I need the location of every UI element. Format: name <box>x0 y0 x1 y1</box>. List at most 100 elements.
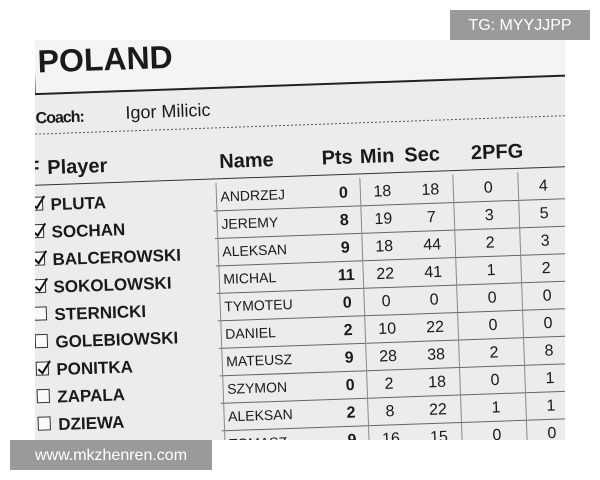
check-mark <box>37 360 51 375</box>
stat-cell: 18 <box>375 238 393 256</box>
first-name: JEREMY <box>221 214 279 232</box>
stat-cell: 7 <box>427 209 437 226</box>
stat-cell: 15 <box>430 429 448 447</box>
first-name: MICHAL <box>223 269 277 287</box>
stat-cell: 0 <box>487 289 497 306</box>
column-rule <box>359 177 371 440</box>
row-rule <box>219 361 565 377</box>
player-name: SOKOLOWSKI <box>53 274 172 297</box>
first-name: ANDRZEJ <box>220 186 285 204</box>
column-rule <box>452 174 464 440</box>
stat-cell: 1 <box>486 262 496 279</box>
checkbox <box>35 361 50 376</box>
stat-cell: 19 <box>374 210 392 228</box>
stat-cell: 11 <box>338 267 356 285</box>
checkbox <box>35 223 45 239</box>
watermark-box <box>10 440 212 470</box>
player-name: GOLEBIOWSKI <box>55 328 178 351</box>
check-mark <box>35 222 47 238</box>
stat-cell: 2 <box>343 322 353 339</box>
column-rule <box>517 172 529 440</box>
row-rule <box>220 389 565 404</box>
watermark: TG: MYYJJPP <box>468 17 571 34</box>
column-header: Pts <box>321 146 353 169</box>
column-header: 2PFG <box>471 140 524 164</box>
check-mark <box>35 277 49 293</box>
stat-cell: 2 <box>485 234 495 251</box>
sheet-content: POLAND Coach: Igor Milicic F Player Name Pt… <box>27 40 565 452</box>
checkbox <box>35 251 46 266</box>
coach-label: Coach: <box>35 109 84 128</box>
checkbox <box>35 278 47 294</box>
stat-cell: 3 <box>540 233 550 250</box>
stat-cell: 0 <box>381 293 391 310</box>
checkbox <box>35 333 49 349</box>
stat-cell: 0 <box>542 287 552 304</box>
stat-cell: 1 <box>491 399 501 416</box>
column-header: Sec <box>404 143 440 166</box>
player-name: ZAPALA <box>57 385 125 406</box>
first-name: MATEUSZ <box>226 351 293 369</box>
stat-cell: 38 <box>427 346 445 364</box>
stat-cell: 4 <box>539 178 549 195</box>
column-header: F <box>27 157 40 179</box>
stat-cell: 1 <box>545 370 555 387</box>
stat-cell: 2 <box>384 376 394 393</box>
stat-cell: 18 <box>428 374 446 392</box>
stat-cell: 0 <box>492 427 502 444</box>
stat-cell: 22 <box>376 265 394 283</box>
stat-cell: 9 <box>341 239 351 256</box>
stat-cell: 2 <box>541 260 551 277</box>
stat-cell: 18 <box>373 183 391 201</box>
stat-cell: 3 <box>485 207 495 224</box>
stat-cell: 22 <box>426 319 444 337</box>
player-name: STERNICKI <box>54 302 146 324</box>
watermark: www.mkzhenren.com <box>34 447 187 464</box>
player-name: PLUTA <box>50 193 106 214</box>
stat-cell: 28 <box>379 348 397 366</box>
row-rule <box>221 416 565 432</box>
stat-cell: 1 <box>546 397 556 414</box>
sheet: POLAND Coach: Igor Milicic F Player Name Pt… <box>27 40 565 452</box>
stat-cell: 8 <box>340 212 350 229</box>
stat-cell: 41 <box>424 264 442 282</box>
column-header: Player <box>47 155 108 179</box>
player-name: SOCHAN <box>51 220 125 242</box>
column-header: Min <box>360 145 395 168</box>
checkbox <box>35 306 48 321</box>
first-name: TYMOTEU <box>224 296 293 314</box>
row-rule <box>213 197 565 212</box>
checkbox <box>36 388 51 404</box>
first-name: ALEKSAN <box>222 241 287 259</box>
first-name: ALEKSAN <box>228 406 293 424</box>
first-name: DANIEL <box>225 324 276 342</box>
row-rule <box>216 279 565 294</box>
stat-cell: 8 <box>385 403 395 420</box>
stat-cell: 5 <box>539 205 549 222</box>
stat-cell: 0 <box>342 294 352 311</box>
checkbox <box>37 416 51 431</box>
check-mark <box>35 195 46 210</box>
stat-cell: 9 <box>344 349 354 366</box>
row-rule <box>218 334 565 349</box>
stat-cell: 0 <box>345 377 355 394</box>
watermark-box <box>450 10 590 40</box>
row-rule <box>217 306 565 322</box>
header-rule <box>35 165 565 186</box>
stat-cell: 0 <box>543 315 553 332</box>
stat-cell: 18 <box>421 181 439 199</box>
column-header: Name <box>219 149 274 173</box>
stat-cell: 0 <box>488 317 498 334</box>
player-name: PONITKA <box>56 357 133 379</box>
stat-cell: 2 <box>489 344 499 361</box>
row-rule <box>215 252 565 267</box>
first-name: TOMASZ <box>229 434 288 452</box>
title-box <box>35 40 565 96</box>
stat-cell: 2 <box>346 404 356 421</box>
player-name: BALCEROWSKI <box>52 246 181 269</box>
player-name: DZIEWA <box>58 413 125 434</box>
stat-cell: 0 <box>429 291 439 308</box>
first-name: SZYMON <box>227 379 287 397</box>
stat-cell: 44 <box>423 236 441 254</box>
